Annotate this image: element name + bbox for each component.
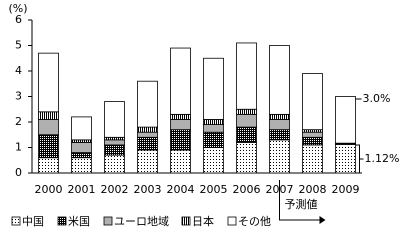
- bar-segment: [203, 147, 224, 174]
- bar-segment: [269, 113, 290, 120]
- x-tick-label: 2009: [332, 183, 360, 196]
- bar-segment: [137, 136, 158, 151]
- x-tick-label: 2008: [299, 183, 327, 196]
- bar-segment: [269, 129, 290, 141]
- legend-label: 米国: [68, 215, 90, 228]
- bar-segment: [137, 80, 158, 128]
- x-tick-label: 2001: [68, 183, 96, 196]
- bar-segment: [137, 126, 158, 133]
- bar-segment: [302, 73, 323, 131]
- bar-segment: [203, 57, 224, 120]
- annotation: 3.0%: [363, 92, 391, 105]
- bar-segment: [170, 149, 191, 174]
- bar-segment: [203, 131, 224, 148]
- annotation: 1.12%: [365, 152, 400, 165]
- bar-segment: [71, 141, 92, 153]
- x-tick-label: 2004: [167, 183, 195, 196]
- bar-segment: [104, 101, 125, 138]
- y-tick-label: 2: [15, 115, 22, 128]
- legend-swatch: [227, 216, 237, 226]
- bar-segment: [335, 96, 356, 144]
- bar-segment: [269, 119, 290, 131]
- legend-swatch: [181, 216, 191, 226]
- legend-swatch: [103, 216, 113, 226]
- bar-segment: [71, 116, 92, 141]
- bar-segment: [302, 144, 323, 174]
- y-tick-label: 0: [15, 166, 22, 179]
- x-tick-label: 2006: [233, 183, 261, 196]
- bar-segment: [203, 124, 224, 133]
- bar-segment: [236, 141, 257, 174]
- bar-segment: [170, 129, 191, 151]
- bar-segment: [203, 119, 224, 125]
- x-tick-label: 2005: [200, 183, 228, 196]
- bar-segment: [302, 131, 323, 138]
- arrow-head: [319, 216, 326, 224]
- legend-label: その他: [238, 215, 271, 228]
- x-tick-label: 2003: [134, 183, 162, 196]
- bar-segment: [170, 119, 191, 131]
- y-tick-label: 5: [15, 39, 22, 52]
- bar-segment: [269, 139, 290, 174]
- bar-segment: [236, 113, 257, 128]
- bar-segment: [236, 42, 257, 110]
- bar-segment: [38, 52, 59, 113]
- bar-segment: [71, 152, 92, 159]
- bar-segment: [38, 134, 59, 159]
- bar-segment: [104, 154, 125, 174]
- y-unit: (%): [8, 2, 27, 15]
- bar-segment: [104, 139, 125, 146]
- legend-label: 日本: [192, 214, 214, 228]
- bar-segment: [38, 157, 59, 174]
- legend-label: ユーロ地域: [114, 215, 169, 228]
- bar-segment: [38, 119, 59, 136]
- bar-segment: [170, 47, 191, 115]
- bar-segment: [104, 144, 125, 156]
- y-tick-label: 1: [15, 141, 22, 154]
- x-tick-label: 2002: [101, 183, 129, 196]
- bar-segment: [137, 131, 158, 138]
- bar-segment: [335, 144, 356, 174]
- bar-segment: [170, 113, 191, 120]
- bar-segment: [269, 45, 290, 115]
- bar-segment: [137, 149, 158, 174]
- bar-segment: [71, 157, 92, 174]
- y-tick-label: 4: [15, 64, 22, 77]
- x-tick-label: 2000: [35, 183, 63, 196]
- bar-segment: [38, 111, 59, 120]
- legend-swatch: [57, 216, 67, 226]
- legend-swatch: [11, 216, 21, 226]
- bar-segment: [236, 126, 257, 143]
- annotation: 予測値: [285, 197, 318, 211]
- annotation-bracket: [355, 144, 364, 174]
- y-tick-label: 3: [15, 90, 22, 103]
- bar-segment: [302, 136, 323, 146]
- bar-segment: [236, 108, 257, 115]
- forecast-arrow: [279, 180, 320, 221]
- chart: (%) 0 1 2 3 4 5 6 2000 2001 2002 2003 2004 2005 2006 2…: [8, 2, 400, 228]
- legend-label: 中国: [22, 215, 44, 228]
- y-tick-label: 6: [15, 13, 22, 26]
